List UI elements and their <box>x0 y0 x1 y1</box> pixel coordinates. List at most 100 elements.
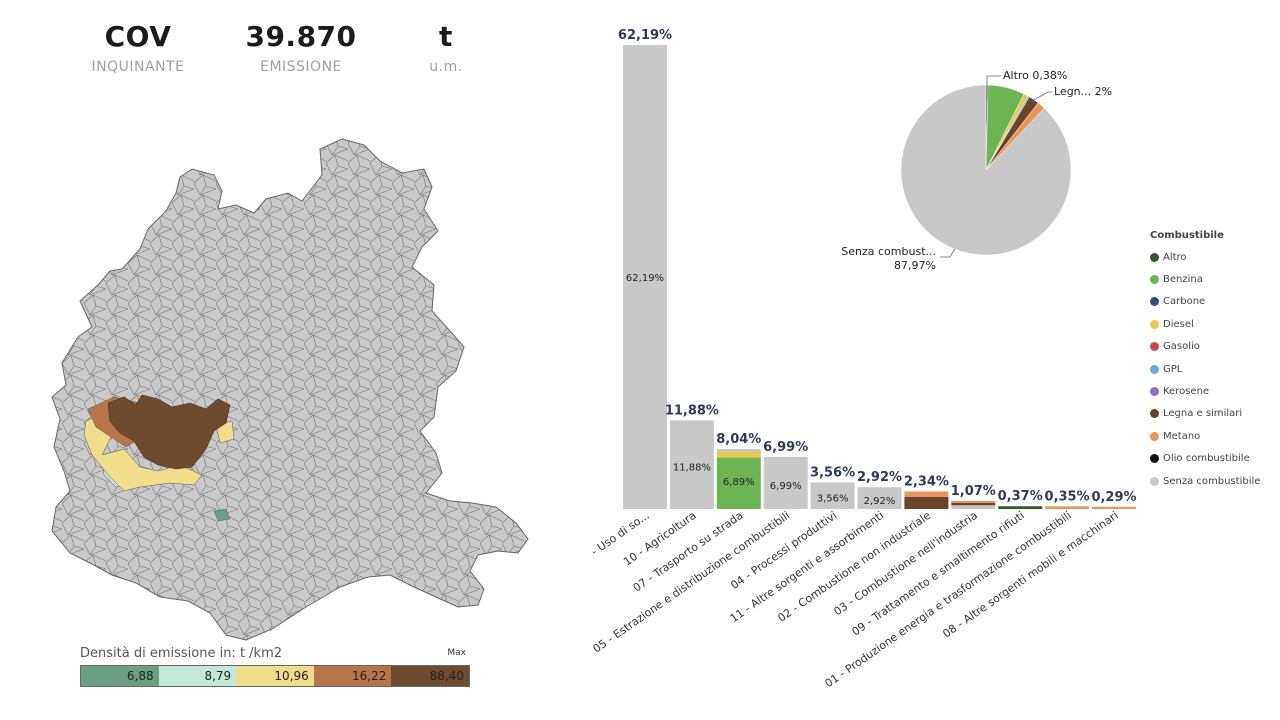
bar-total-label: 8,04% <box>716 432 761 447</box>
region-municipality-borders <box>52 139 528 640</box>
legend-item-benzina[interactable]: Benzina <box>1150 268 1278 290</box>
kpi-unit: t u.m. <box>376 20 516 75</box>
fuel-pie-chart: Altro 0,38% Legn... 2% Senza combust...87,… <box>841 69 1112 272</box>
legend-item-kerosene[interactable]: Kerosene <box>1150 380 1278 402</box>
bar-category-label: 09 - Trattamento e smaltimento rifiuti <box>850 509 1027 639</box>
map-legend-scale: 6,88 8,79 10,96 16,22 88,40 <box>80 665 470 687</box>
map-density-legend: Densità di emissione in: t /km2 Max 6,88… <box>80 646 470 687</box>
bar-segment-senza-combustibile[interactable] <box>716 449 761 452</box>
bar-total-label: 0,29% <box>1091 490 1136 505</box>
bar-segment-metano[interactable] <box>951 501 996 504</box>
legend-marker <box>1150 476 1159 486</box>
bar-segment-metano[interactable] <box>904 491 949 497</box>
legend-item-metano[interactable]: Metano <box>1150 425 1278 447</box>
legend-label: Altro <box>1163 251 1187 263</box>
bar-segment-metano[interactable] <box>1092 506 1136 509</box>
kpi-unit-value: t <box>439 20 453 53</box>
bar-segment-metano[interactable] <box>1045 506 1090 509</box>
map-legend-bin: 6,88 <box>81 666 159 686</box>
map-legend-bin: 88,40 <box>391 666 469 686</box>
legend-label: Legna e similari <box>1163 408 1243 420</box>
legend-label: Olio combustibile <box>1163 453 1250 465</box>
legend-marker <box>1150 252 1159 262</box>
kpi-pollutant: COV INQUINANTE <box>68 20 208 75</box>
legend-marker <box>1150 297 1159 307</box>
bar-segment-senza-combustibile[interactable] <box>857 487 902 509</box>
legend-marker <box>1150 342 1159 352</box>
bar-total-label: 11,88% <box>665 403 719 418</box>
pie-leader-line <box>1033 91 1052 101</box>
bar-total-label: 0,37% <box>998 489 1043 504</box>
emission-charts: 62,19% 62,19% 06 - Uso di so... 11,88% 11,88… <box>590 28 1137 690</box>
bar-data-label: 62,19% <box>626 273 664 284</box>
map-legend-bin: 16,22 <box>313 666 392 686</box>
legend-marker <box>1150 387 1159 397</box>
legend-item-gasolio[interactable]: Gasolio <box>1150 336 1278 358</box>
legend-item-altro[interactable]: Altro <box>1150 246 1278 268</box>
fuel-legend: Combustibile Altro Benzina Carbone Diesel Ga… <box>1150 230 1278 492</box>
pie-leader-line <box>986 75 1001 86</box>
legend-marker <box>1150 431 1159 441</box>
legend-item-senza-combustibile[interactable]: Senza combustibile <box>1150 470 1278 492</box>
legend-label: Kerosene <box>1163 386 1210 398</box>
legend-item-diesel[interactable]: Diesel <box>1150 313 1278 335</box>
map-zone-yellow[interactable] <box>83 412 203 492</box>
bar-data-label: 6,99% <box>770 481 802 492</box>
bar-category-label: 06 - Uso di so... <box>590 509 652 569</box>
legend-label: Gasolio <box>1163 341 1200 353</box>
pie-slice-label: Altro 0,38% <box>1003 69 1067 82</box>
bar-total-label: 0,35% <box>1045 489 1090 504</box>
kpi-unit-label: u.m. <box>429 59 463 75</box>
kpi-pollutant-value: COV <box>104 20 172 53</box>
legend-label: GPL <box>1163 363 1183 375</box>
legend-marker <box>1150 364 1159 374</box>
map-legend-max: Max <box>447 648 466 658</box>
bar-total-label: 2,34% <box>904 475 949 490</box>
legend-item-olio-combustibile[interactable]: Olio combustibile <box>1150 448 1278 470</box>
bar-data-label: 3,56% <box>817 494 849 505</box>
bar-segment-senza-combustibile[interactable] <box>951 505 996 509</box>
map-legend-bin: 8,79 <box>158 666 237 686</box>
bar-segment-legna-e-similari[interactable] <box>904 496 949 509</box>
bar-total-label: 3,56% <box>810 465 855 480</box>
map-zone-milano-core[interactable] <box>107 394 231 470</box>
bar-total-label: 62,19% <box>618 28 672 43</box>
kpi-emission-label: EMISSIONE <box>260 59 342 75</box>
bar-total-label: 1,07% <box>951 484 996 499</box>
bar-category-label: 08 - Altre sorgenti mobili e macchinari <box>940 509 1120 641</box>
pie-slice-label: 87,97% <box>894 259 936 272</box>
bar-segment-senza-combustibile[interactable] <box>763 456 808 509</box>
legend-label: Benzina <box>1163 274 1203 286</box>
bar-total-label: 6,99% <box>763 440 808 455</box>
bar-total-label: 2,92% <box>857 470 902 485</box>
legend-marker <box>1150 319 1159 329</box>
legend-marker <box>1150 275 1159 285</box>
bar-segment-legna-e-similari[interactable] <box>951 503 996 506</box>
legend-label: Senza combustibile <box>1163 475 1261 487</box>
fuel-legend-title: Combustibile <box>1150 230 1224 241</box>
map-zone-small-green[interactable] <box>213 508 231 522</box>
map-legend-title: Densità di emissione in: t /km2 <box>80 646 283 661</box>
pie-leader-line <box>940 248 955 258</box>
bar-data-label: 11,88% <box>673 463 711 474</box>
bar-segment-benzina[interactable] <box>716 457 761 509</box>
map-legend-bin: 10,96 <box>236 666 314 686</box>
legend-item-gpl[interactable]: GPL <box>1150 358 1278 380</box>
pie-slice-label: Legn... 2% <box>1054 85 1112 98</box>
kpi-emission-value: 39.870 <box>245 20 357 53</box>
bar-segment-altro[interactable] <box>998 506 1043 509</box>
legend-marker <box>1150 409 1159 419</box>
bar-data-label: 6,89% <box>723 477 755 488</box>
emission-density-map[interactable] <box>40 135 560 645</box>
legend-item-legna-e-similari[interactable]: Legna e similari <box>1150 403 1278 425</box>
pie-slice-label: Senza combust... <box>841 245 936 258</box>
bar-segment-senza-combustibile[interactable] <box>810 482 855 509</box>
bar-segment-diesel[interactable] <box>716 451 761 458</box>
legend-label: Carbone <box>1163 296 1206 308</box>
bar-segment-senza-combustibile[interactable] <box>669 420 714 509</box>
legend-item-carbone[interactable]: Carbone <box>1150 291 1278 313</box>
bar-segment-senza-combustibile[interactable] <box>623 45 667 509</box>
legend-label: Diesel <box>1163 318 1194 330</box>
kpi-pollutant-label: INQUINANTE <box>91 59 185 75</box>
pie-slice-senza-combustibile[interactable] <box>900 84 1072 256</box>
